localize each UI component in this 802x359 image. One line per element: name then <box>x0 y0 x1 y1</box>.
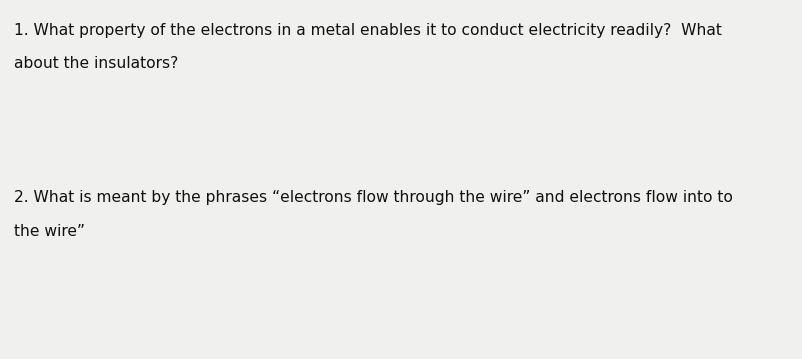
Text: the wire”: the wire” <box>14 224 85 239</box>
Text: about the insulators?: about the insulators? <box>14 56 179 71</box>
Text: 2. What is meant by the phrases “electrons flow through the wire” and electrons : 2. What is meant by the phrases “electro… <box>14 190 732 205</box>
Text: 1. What property of the electrons in a metal enables it to conduct electricity r: 1. What property of the electrons in a m… <box>14 23 722 38</box>
